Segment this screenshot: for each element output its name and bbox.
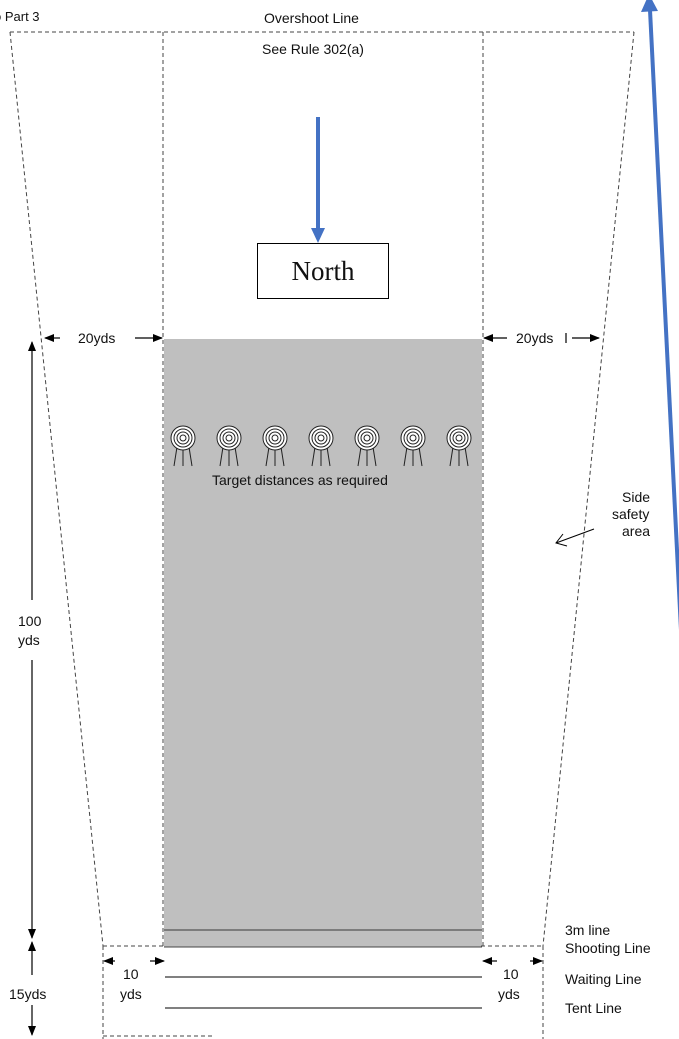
north-label: North xyxy=(291,255,355,286)
part-reference: o Part 3 xyxy=(0,9,40,24)
right-offset-value: 10 xyxy=(503,966,519,982)
north-label-box: North xyxy=(257,243,389,299)
right-offset-unit: yds xyxy=(498,986,520,1002)
target-icon xyxy=(400,425,426,467)
side-area-line1: Side xyxy=(622,489,651,505)
side-area-line3: area xyxy=(622,523,651,539)
shooting-line-label: Shooting Line xyxy=(565,940,651,956)
targets xyxy=(170,425,472,467)
target-icon xyxy=(308,425,334,467)
range-length-unit: yds xyxy=(18,632,40,648)
side-area-line2: safety xyxy=(612,506,650,522)
target-icon xyxy=(354,425,380,467)
overshoot-line-label: Overshoot Line xyxy=(264,10,359,26)
left-offset-unit: yds xyxy=(120,986,142,1002)
three-m-line-label: 3m line xyxy=(565,922,611,938)
safety-boundary xyxy=(9,31,635,1039)
edge-arrow xyxy=(641,0,679,631)
left-side-width-label: 20yds xyxy=(78,330,116,346)
target-icon xyxy=(170,425,196,467)
tent-line-label: Tent Line xyxy=(565,1000,622,1016)
north-arrow xyxy=(311,117,325,243)
target-icon xyxy=(446,425,472,467)
side-area-pointer xyxy=(555,528,595,547)
range-length-value: 100 xyxy=(18,613,42,629)
waiting-line-label: Waiting Line xyxy=(565,971,642,987)
target-icon xyxy=(216,425,242,467)
rule-reference: See Rule 302(a) xyxy=(262,41,364,57)
target-icon xyxy=(262,425,288,467)
waiting-depth-label: 15yds xyxy=(9,986,47,1002)
target-caption: Target distances as required xyxy=(212,472,388,488)
right-20yds-arrows xyxy=(483,333,600,343)
right-side-width-label: 20yds xyxy=(516,330,554,346)
left-offset-value: 10 xyxy=(123,966,139,982)
